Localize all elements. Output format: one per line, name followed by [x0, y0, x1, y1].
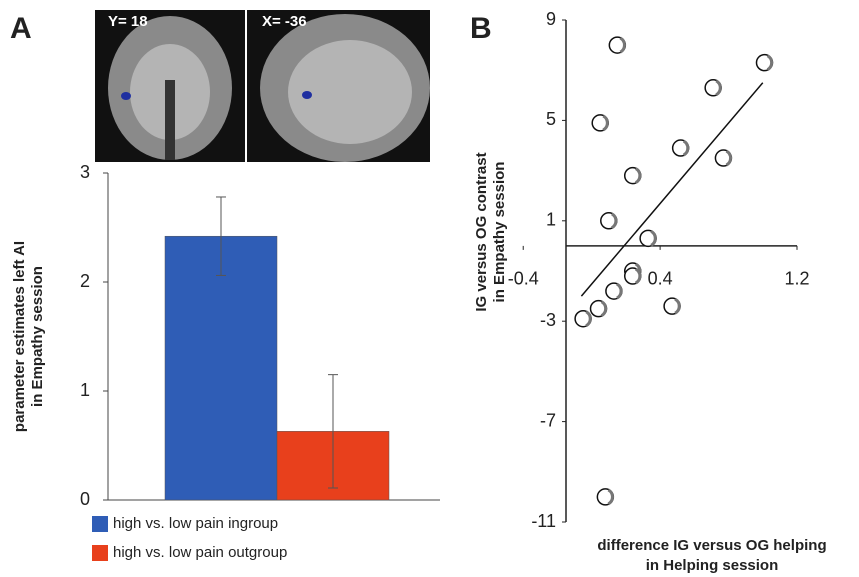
point-shade: [602, 114, 609, 132]
activation: [302, 91, 312, 99]
image-label: X= -36: [262, 13, 307, 30]
y-axis-label: in Empathy session: [491, 162, 508, 303]
x-tick-label: -0.4: [508, 269, 539, 289]
panel-label: B: [470, 12, 492, 45]
panel-label: A: [10, 12, 32, 45]
x-tick-label: 0.4: [648, 269, 673, 289]
y-tick-label: 1: [546, 210, 556, 230]
image-label: Y= 18: [108, 13, 148, 30]
x-axis-label: difference IG versus OG helping: [597, 537, 826, 554]
brain-image: [165, 80, 175, 160]
point-shade: [715, 79, 722, 97]
bar: [164, 235, 278, 501]
point-shade: [725, 149, 733, 167]
y-axis-label: IG versus OG contrast: [473, 152, 490, 311]
brain-image: [288, 40, 412, 144]
y-tick-label: 5: [546, 109, 556, 129]
point-shade: [619, 36, 626, 54]
legend-swatch: [92, 545, 108, 561]
y-tick-label: -3: [540, 310, 556, 330]
legend-label: high vs. low pain ingroup: [113, 515, 278, 532]
x-tick-label: 1.2: [784, 269, 809, 289]
y-tick-label: 3: [80, 162, 90, 182]
y-axis-label: in Empathy session: [29, 266, 46, 407]
point-shade: [616, 282, 623, 300]
brain-images: [95, 10, 430, 162]
x-axis-label: in Helping session: [646, 557, 779, 574]
trend-line: [580, 82, 764, 297]
point-shade: [674, 297, 681, 315]
point-shade: [585, 310, 592, 328]
activation: [121, 92, 131, 100]
y-axis-label: parameter estimates left AI: [11, 241, 28, 432]
point-shade: [682, 139, 690, 157]
y-tick-label: 2: [80, 271, 90, 291]
point-shade: [634, 267, 642, 285]
point-shade: [600, 300, 608, 317]
point-shade: [607, 488, 614, 506]
point-shade: [766, 54, 774, 71]
y-tick-label: -11: [531, 511, 556, 531]
y-tick-label: -7: [540, 410, 556, 430]
point-shade: [610, 212, 618, 230]
y-tick-label: 9: [546, 9, 556, 29]
y-tick-label: 1: [80, 380, 90, 400]
point-shade: [634, 167, 642, 184]
legend-label: high vs. low pain outgroup: [113, 544, 287, 561]
point-shade: [650, 230, 657, 247]
y-tick-label: 0: [80, 489, 90, 509]
legend-swatch: [92, 516, 108, 532]
